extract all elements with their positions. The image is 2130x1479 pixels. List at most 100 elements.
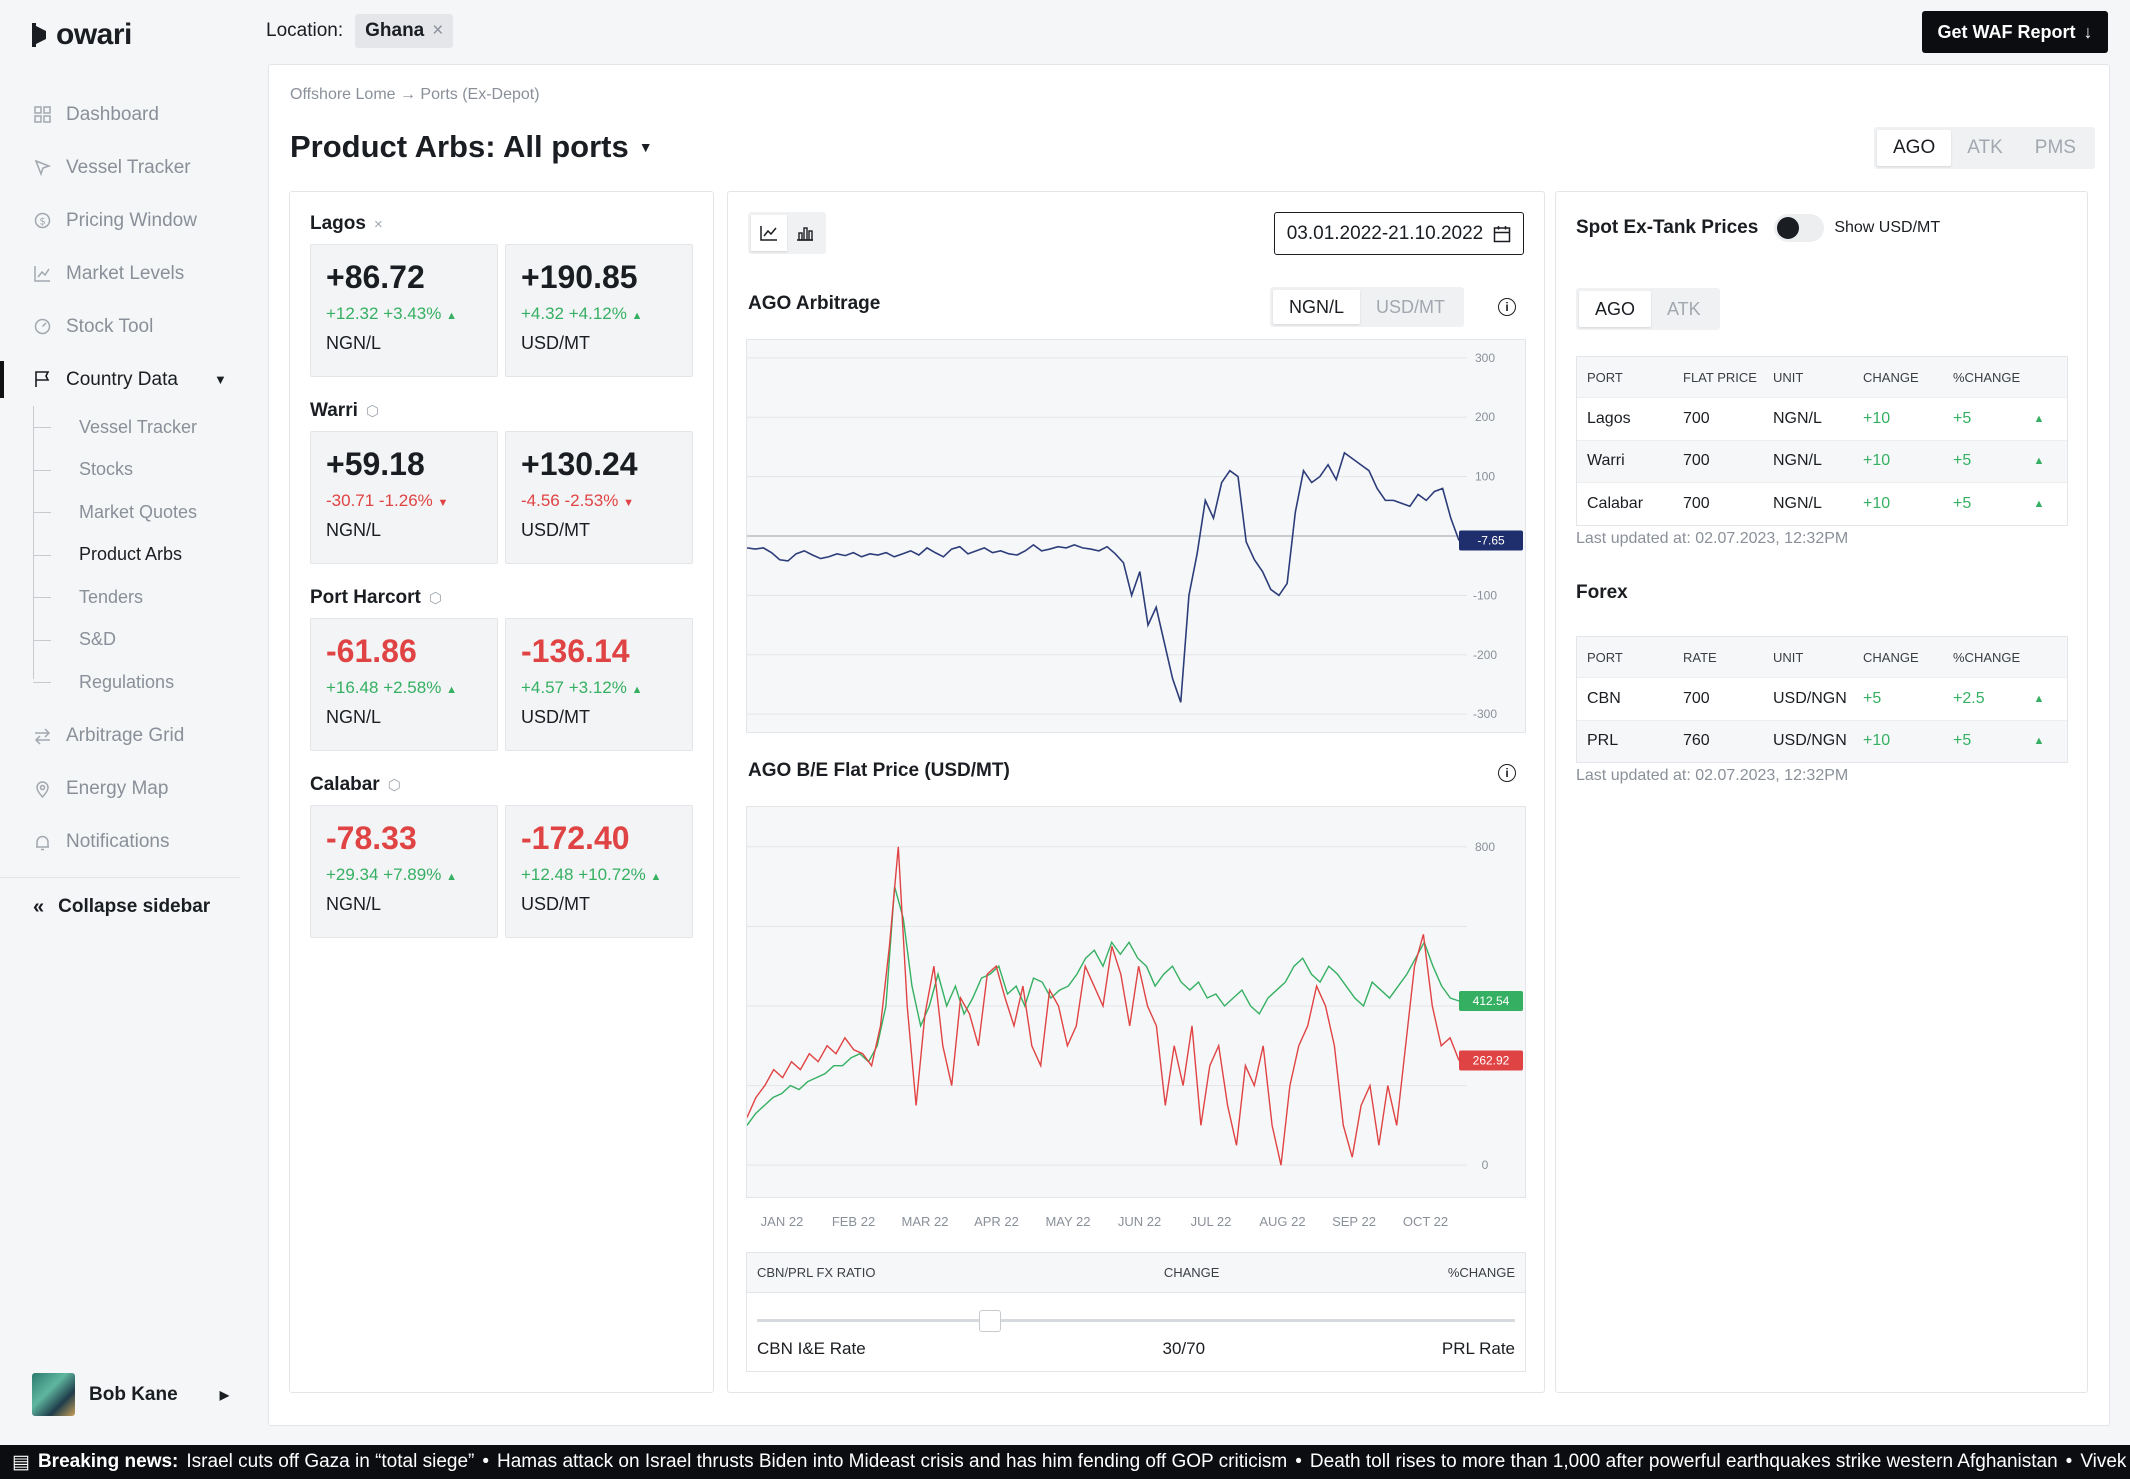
tab-ngn-l[interactable]: NGN/L — [1273, 290, 1361, 324]
x-tick-label: MAR 22 — [901, 1214, 949, 1229]
location-chip[interactable]: Ghana × — [355, 14, 454, 48]
close-icon[interactable]: × — [432, 20, 444, 41]
ticker-item[interactable]: Death toll rises to more than 1,000 afte… — [1309, 1451, 2058, 1472]
series-end-label-text: 262.92 — [1473, 1054, 1510, 1068]
sidebar-item-market-levels[interactable]: Market Levels — [0, 247, 250, 300]
table-cell: 700 — [1683, 494, 1710, 512]
sidebar-item-pricing-window[interactable]: $ Pricing Window — [0, 194, 250, 247]
card-change: +16.48 +2.58% ▲ — [326, 678, 482, 698]
subnav-item-product-arbs[interactable]: Product Arbs — [33, 534, 250, 577]
subnav-item-market-quotes[interactable]: Market Quotes — [33, 491, 250, 534]
logo-text: owari — [56, 18, 132, 51]
subnav-item-tenders[interactable]: Tenders — [33, 576, 250, 619]
card-value: +86.72 — [326, 259, 425, 295]
fx-ratio-slider-track[interactable] — [757, 1319, 1515, 1322]
series-end-label: 262.92 — [1459, 1050, 1523, 1071]
y-tick-label: 0 — [1482, 1158, 1489, 1172]
tab-atk[interactable]: ATK — [1967, 137, 2003, 158]
table-header-cell: FLAT PRICE — [1683, 369, 1757, 385]
table-cell: 700 — [1683, 689, 1710, 707]
fx-ratio-slider-handle[interactable] — [979, 1310, 1001, 1332]
series-end-label: 412.54 — [1459, 990, 1523, 1011]
card-change-text: +16.48 +2.58% — [326, 678, 442, 697]
x-tick-label: JUL 22 — [1190, 1214, 1232, 1229]
svg-text:$: $ — [39, 217, 45, 228]
subnav-item-vessel-tracker[interactable]: Vessel Tracker — [33, 406, 250, 449]
card-value: +190.85 — [521, 259, 638, 295]
news-ticker[interactable]: ▤ Breaking news: Israel cuts off Gaza in… — [0, 1445, 2130, 1479]
subnav-item-s-and-d[interactable]: S&D — [33, 619, 250, 662]
get-waf-report-button[interactable]: Get WAF Report ↓ — [1922, 11, 2108, 53]
y-tick-label: 800 — [1475, 840, 1495, 854]
prl-rate-label: PRL Rate — [1441, 1339, 1515, 1358]
bell-icon — [33, 833, 52, 852]
sidebar-item-vessel-tracker[interactable]: Vessel Tracker — [0, 141, 250, 194]
card-unit: USD/MT — [521, 333, 590, 353]
line-chart-toggle-button[interactable] — [751, 215, 787, 251]
settings-hex-icon[interactable]: ⬡ — [365, 403, 379, 420]
sidebar-item-notifications[interactable]: Notifications — [0, 816, 250, 869]
card-value: +59.18 — [326, 446, 425, 482]
triangle-up-icon: ▲ — [2033, 412, 2045, 425]
ticker-item[interactable]: Hamas attack on Israel thrusts Biden int… — [497, 1451, 1288, 1472]
sidebar-item-energy-map[interactable]: Energy Map — [0, 763, 250, 816]
port-card-calabar-usd[interactable]: -172.40 +12.48 +10.72% ▲ USD/MT — [505, 805, 693, 938]
close-icon[interactable]: × — [373, 215, 383, 233]
info-icon[interactable]: i — [1498, 764, 1516, 782]
prices-panel: Spot Ex-Tank Prices Show USD/MT AGO ATK … — [1555, 191, 2088, 1393]
page-title[interactable]: Product Arbs: All ports ▼ — [290, 129, 653, 165]
card-value: -78.33 — [326, 820, 417, 856]
port-card-lagos-usd[interactable]: +190.85 +4.32 +4.12% ▲ USD/MT — [505, 244, 693, 377]
tab-pms[interactable]: PMS — [2034, 137, 2076, 158]
port-card-lagos-ngn[interactable]: +86.72 +12.32 +3.43% ▲ NGN/L — [310, 244, 498, 377]
bar-chart-toggle-button[interactable] — [787, 215, 823, 251]
ticker-item[interactable]: Vivek Ramasw — [2080, 1451, 2130, 1472]
arb-chart-title: AGO Arbitrage — [748, 293, 881, 314]
table-row[interactable]: Lagos 700 NGN/L +10 +5 ▲ — [1577, 397, 2067, 440]
subnav-item-regulations[interactable]: Regulations — [33, 661, 250, 704]
tab-usd-mt[interactable]: USD/MT — [1376, 296, 1446, 317]
logo[interactable]: owari — [30, 18, 132, 52]
chevron-down-icon[interactable]: ▼ — [213, 372, 227, 387]
tab-ago[interactable]: AGO — [1579, 291, 1652, 327]
info-icon[interactable]: i — [1498, 298, 1516, 316]
get-waf-report-label: Get WAF Report — [1937, 21, 2076, 42]
card-change-text: +4.32 +4.12% — [521, 304, 627, 323]
tab-ago[interactable]: AGO — [1877, 130, 1952, 166]
show-usd-toggle[interactable] — [1774, 214, 1825, 242]
settings-hex-icon[interactable]: ⬡ — [387, 777, 401, 794]
collapse-sidebar-button[interactable]: « Collapse sidebar — [0, 876, 240, 937]
table-cell: 700 — [1683, 452, 1710, 470]
user-menu[interactable]: Bob Kane ▶ — [32, 1373, 229, 1416]
sidebar-item-country-data[interactable]: Country Data ▼ — [0, 353, 250, 406]
tab-atk[interactable]: ATK — [1667, 298, 1701, 319]
sidebar-item-arbitrage-grid[interactable]: Arbitrage Grid — [0, 710, 250, 763]
table-row[interactable]: Calabar 700 NGN/L +10 +5 ▲ — [1577, 482, 2067, 525]
date-range-picker[interactable]: 03.01.2022-21.10.2022 — [1274, 212, 1524, 255]
port-card-calabar-ngn[interactable]: -78.33 +29.34 +7.89% ▲ NGN/L — [310, 805, 498, 938]
port-name: Port Harcort — [310, 587, 421, 608]
port-name: Lagos — [310, 213, 366, 234]
port-name: Warri — [310, 400, 358, 421]
card-change: +12.48 +10.72% ▲ — [521, 865, 677, 885]
port-card-warri-usd[interactable]: +130.24 -4.56 -2.53% ▼ USD/MT — [505, 431, 693, 564]
ticker-item[interactable]: Israel cuts off Gaza in “total siege” — [186, 1451, 475, 1472]
port-header-warri: Warri ⬡ — [310, 400, 379, 422]
table-row[interactable]: PRL 760 USD/NGN +10 +5 ▲ — [1577, 719, 2067, 762]
spot-prices-title: Spot Ex-Tank Prices — [1576, 217, 1759, 238]
table-row[interactable]: Warri 700 NGN/L +10 +5 ▲ — [1577, 439, 2067, 482]
table-row[interactable]: CBN 700 USD/NGN +5 +2.5 ▲ — [1577, 677, 2067, 720]
subnav-item-stocks[interactable]: Stocks — [33, 449, 250, 492]
sidebar-item-dashboard[interactable]: Dashboard — [0, 88, 250, 141]
port-card-port-harcort-usd[interactable]: -136.14 +4.57 +3.12% ▲ USD/MT — [505, 618, 693, 751]
port-card-port-harcort-ngn[interactable]: -61.86 +16.48 +2.58% ▲ NGN/L — [310, 618, 498, 751]
sidebar-item-stock-tool[interactable]: Stock Tool — [0, 300, 250, 353]
caret-down-icon: ▼ — [638, 139, 653, 155]
x-tick-label: APR 22 — [974, 1214, 1019, 1229]
settings-hex-icon[interactable]: ⬡ — [428, 590, 442, 607]
series-end-label-bg — [1459, 1050, 1523, 1071]
location-filter: Location: Ghana × — [266, 14, 454, 48]
card-unit: USD/MT — [521, 707, 590, 727]
port-card-warri-ngn[interactable]: +59.18 -30.71 -1.26% ▼ NGN/L — [310, 431, 498, 564]
breadcrumb[interactable]: Offshore Lome → Ports (Ex-Depot) — [290, 86, 540, 103]
